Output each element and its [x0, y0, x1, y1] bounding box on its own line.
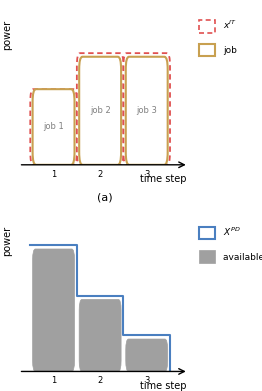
Text: job 2: job 2 — [90, 106, 111, 115]
FancyBboxPatch shape — [126, 339, 168, 371]
FancyBboxPatch shape — [79, 57, 121, 165]
Text: job 1: job 1 — [43, 122, 64, 131]
FancyBboxPatch shape — [79, 300, 121, 371]
X-axis label: time step: time step — [140, 380, 187, 391]
FancyBboxPatch shape — [77, 53, 123, 165]
FancyBboxPatch shape — [126, 57, 168, 165]
FancyBboxPatch shape — [32, 89, 74, 165]
FancyBboxPatch shape — [123, 53, 170, 165]
Y-axis label: power: power — [3, 226, 13, 256]
Legend: $x^{IT}$, job: $x^{IT}$, job — [196, 16, 239, 59]
Text: (a): (a) — [97, 192, 113, 203]
Y-axis label: power: power — [3, 20, 13, 50]
FancyBboxPatch shape — [32, 249, 74, 371]
FancyBboxPatch shape — [30, 89, 77, 165]
Legend: $X^{PD}$, available energy: $X^{PD}$, available energy — [196, 223, 262, 266]
X-axis label: time step: time step — [140, 174, 187, 184]
Text: job 3: job 3 — [136, 106, 157, 115]
